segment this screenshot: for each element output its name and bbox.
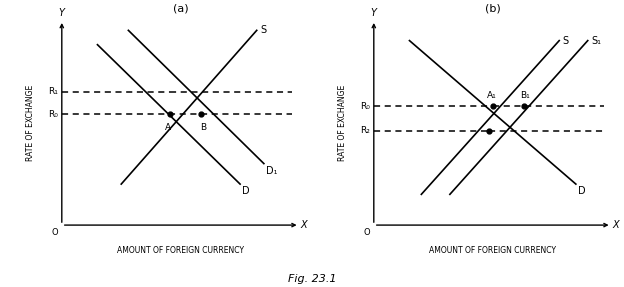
Text: Y: Y [371, 8, 377, 18]
Text: S₁: S₁ [592, 36, 602, 46]
Text: Fig. 23.1: Fig. 23.1 [288, 274, 336, 284]
Text: Y: Y [59, 8, 65, 18]
Text: AMOUNT OF FOREIGN CURRENCY: AMOUNT OF FOREIGN CURRENCY [429, 246, 556, 255]
Text: D₁: D₁ [266, 166, 278, 176]
Text: RATE OF EXCHANGE: RATE OF EXCHANGE [26, 84, 36, 161]
Text: S: S [563, 36, 569, 46]
Text: A: A [165, 123, 170, 132]
Text: D: D [578, 186, 586, 196]
Text: A₁: A₁ [487, 91, 496, 100]
Text: (a): (a) [173, 4, 188, 14]
Text: O: O [52, 228, 58, 237]
Text: (b): (b) [485, 4, 500, 14]
Text: X: X [613, 220, 620, 230]
Text: AMOUNT OF FOREIGN CURRENCY: AMOUNT OF FOREIGN CURRENCY [117, 246, 244, 255]
Text: R₁: R₁ [49, 87, 58, 96]
Text: R₀: R₀ [361, 102, 370, 111]
Text: D: D [243, 186, 250, 196]
Text: RATE OF EXCHANGE: RATE OF EXCHANGE [338, 84, 348, 161]
Text: O: O [364, 228, 370, 237]
Text: B₁: B₁ [520, 91, 530, 100]
Text: B: B [200, 123, 207, 132]
Text: X: X [301, 220, 308, 230]
Text: R₂: R₂ [361, 126, 370, 135]
Text: R₀: R₀ [49, 110, 58, 119]
Text: S: S [260, 25, 266, 35]
